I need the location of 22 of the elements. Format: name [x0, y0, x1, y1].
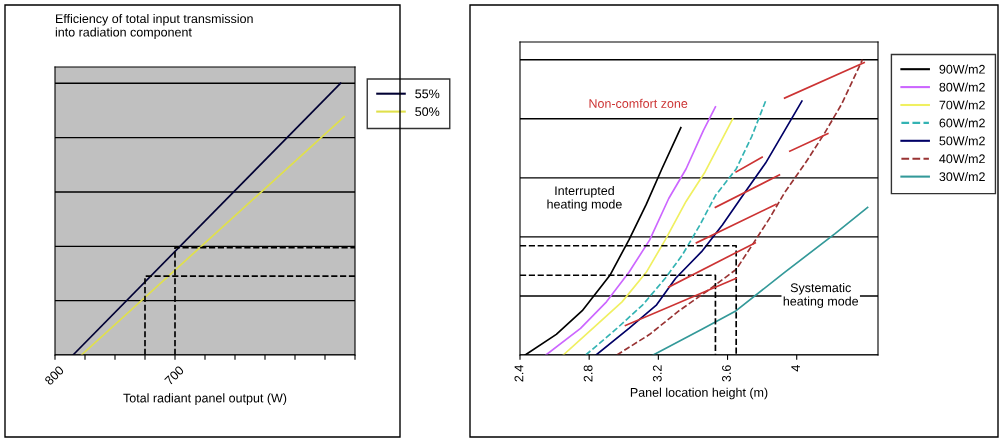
- legend-label: 90W/m2: [939, 64, 985, 74]
- legend-label: 30W/m2: [939, 171, 985, 182]
- x-axis-title: Panel location height (m): [630, 387, 768, 400]
- x-tick-label: 3.2: [652, 365, 662, 382]
- legend-label: 50W/m2: [939, 136, 985, 146]
- annotation: Systematic heating mode: [783, 282, 859, 309]
- legend-label: 50%: [415, 107, 440, 117]
- annotation: Interrupted heating mode: [547, 185, 622, 212]
- annotation: Non-comfort zone: [589, 98, 688, 108]
- x-tick-label: 2.8: [583, 365, 593, 382]
- legend-label: 55%: [415, 89, 440, 99]
- chart-title: Efficiency of total input transmission into radiation component: [55, 13, 253, 40]
- legend-label: 60W/m2: [939, 118, 985, 128]
- legend-label: 40W/m2: [939, 154, 985, 164]
- x-tick-label: 3.6: [722, 365, 731, 382]
- x-axis-title: Total radiant panel output (W): [123, 393, 287, 405]
- x-tick-label: 2.4: [514, 365, 524, 382]
- x-tick-label: 4: [791, 365, 800, 372]
- x-tick-label: 800: [44, 365, 65, 386]
- legend-label: 70W/m2: [939, 100, 985, 110]
- x-tick-label: 700: [164, 365, 185, 386]
- legend-label: 80W/m2: [939, 82, 985, 92]
